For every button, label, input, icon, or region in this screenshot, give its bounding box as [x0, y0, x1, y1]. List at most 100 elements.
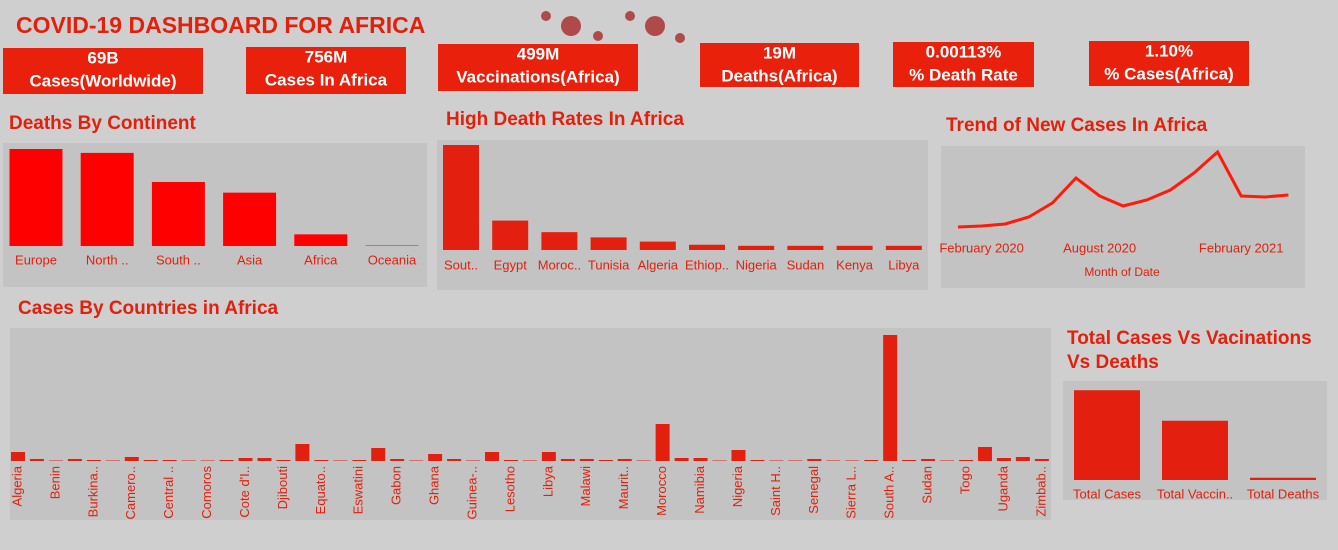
x-tick-label: Togo: [957, 466, 972, 494]
x-tick-label: Lesotho: [502, 466, 517, 512]
kpi-value: 19M: [763, 43, 796, 62]
bar: [152, 182, 205, 246]
x-tick-label: Benin: [47, 466, 62, 499]
bar: [618, 459, 632, 461]
x-tick-label: Ghana: [427, 465, 442, 505]
x-tick-label: North ..: [86, 252, 129, 267]
kpi-value: 499M: [517, 44, 560, 63]
x-tick-label: Maurit..: [616, 466, 631, 509]
bar: [294, 234, 347, 246]
bar: [390, 459, 404, 461]
bar: [886, 246, 922, 250]
bar: [220, 460, 234, 461]
bar: [542, 452, 556, 461]
x-tick-label: Sout..: [444, 257, 478, 272]
bar: [656, 424, 670, 461]
chart-title: High Death Rates In Africa: [446, 109, 684, 130]
bar: [1162, 421, 1228, 480]
bar: [201, 461, 215, 462]
bar: [144, 460, 158, 461]
x-tick-label: Libya: [888, 257, 920, 272]
x-axis-title: Month of Date: [1084, 265, 1160, 279]
kpi-label: % Death Rate: [909, 65, 1018, 84]
chart-title: Total Cases Vs Vacinations Vs Deaths: [1067, 327, 1327, 375]
bar: [68, 459, 82, 461]
x-tick-label: Oceania: [368, 252, 417, 267]
bar: [978, 447, 992, 461]
bar: [640, 242, 676, 250]
bar: [921, 459, 935, 461]
bar: [787, 246, 823, 250]
kpi-label: Deaths(Africa): [721, 66, 837, 85]
x-tick-label: Egypt: [494, 257, 528, 272]
bar: [49, 461, 63, 462]
bar: [428, 454, 442, 461]
x-tick-label: Nigeria: [736, 257, 778, 272]
x-tick-label: Djibouti: [275, 466, 290, 509]
x-tick-label: Algeria: [9, 465, 24, 506]
bar: [504, 460, 518, 461]
x-tick-label: Namibia: [692, 465, 707, 513]
bar: [447, 459, 461, 461]
x-tick-label: Gabon: [389, 466, 404, 505]
x-tick-label: Total Deaths: [1247, 486, 1320, 501]
x-tick-label: August 2020: [1063, 240, 1136, 255]
bar: [106, 461, 120, 462]
bar: [883, 335, 897, 461]
kpi-value: 69B: [87, 48, 118, 67]
x-tick-label: Europe: [15, 252, 57, 267]
bar: [371, 448, 385, 461]
bar: [30, 459, 44, 461]
bar: [409, 461, 423, 462]
bar: [239, 458, 253, 461]
x-tick-label: Sudan: [920, 466, 935, 504]
x-tick-label: Sudan: [787, 257, 825, 272]
kpi-value: 1.10%: [1145, 41, 1193, 60]
bar: [257, 458, 271, 461]
bar: [591, 237, 627, 250]
bar: [163, 460, 177, 461]
kpi-value: 756M: [305, 47, 348, 66]
bar: [1035, 459, 1049, 461]
bar: [10, 149, 63, 246]
x-tick-label: Uganda: [995, 465, 1010, 511]
x-tick-label: Cote d'I..: [237, 466, 252, 518]
x-tick-label: Senegal: [806, 466, 821, 514]
bar: [637, 461, 651, 462]
kpi-label: Cases In Africa: [265, 70, 388, 89]
bar: [959, 460, 973, 461]
bar: [1074, 390, 1140, 480]
x-tick-label: February 2020: [939, 240, 1024, 255]
x-tick-label: Moroc..: [538, 257, 581, 272]
bar: [807, 459, 821, 461]
bar: [352, 460, 366, 461]
kpi-value: 0.00113%: [926, 42, 1002, 61]
x-tick-label: South A..: [882, 466, 897, 519]
bar: [864, 460, 878, 461]
bar: [689, 245, 725, 250]
bar: [87, 460, 101, 461]
bar: [223, 193, 276, 246]
bar: [769, 461, 783, 462]
x-tick-label: February 2021: [1199, 240, 1284, 255]
bar: [125, 457, 139, 461]
page-title: COVID-19 DASHBOARD FOR AFRICA: [16, 12, 425, 38]
chart-title: Trend of New Cases In Africa: [946, 115, 1208, 136]
virus-icons: [541, 11, 685, 43]
x-tick-label: Sierra L..: [844, 466, 859, 519]
x-tick-label: Guinea-..: [464, 466, 479, 519]
bar: [694, 458, 708, 461]
x-tick-label: Tunisia: [588, 257, 630, 272]
bar: [750, 460, 764, 461]
x-tick-label: Central ..: [161, 466, 176, 519]
bar: [314, 460, 328, 461]
bar: [731, 450, 745, 461]
bar: [276, 460, 290, 461]
bar: [561, 459, 575, 461]
bar: [788, 461, 802, 462]
x-tick-label: Zimbab..: [1033, 466, 1048, 517]
bar: [826, 461, 840, 462]
x-tick-label: Kenya: [836, 257, 874, 272]
